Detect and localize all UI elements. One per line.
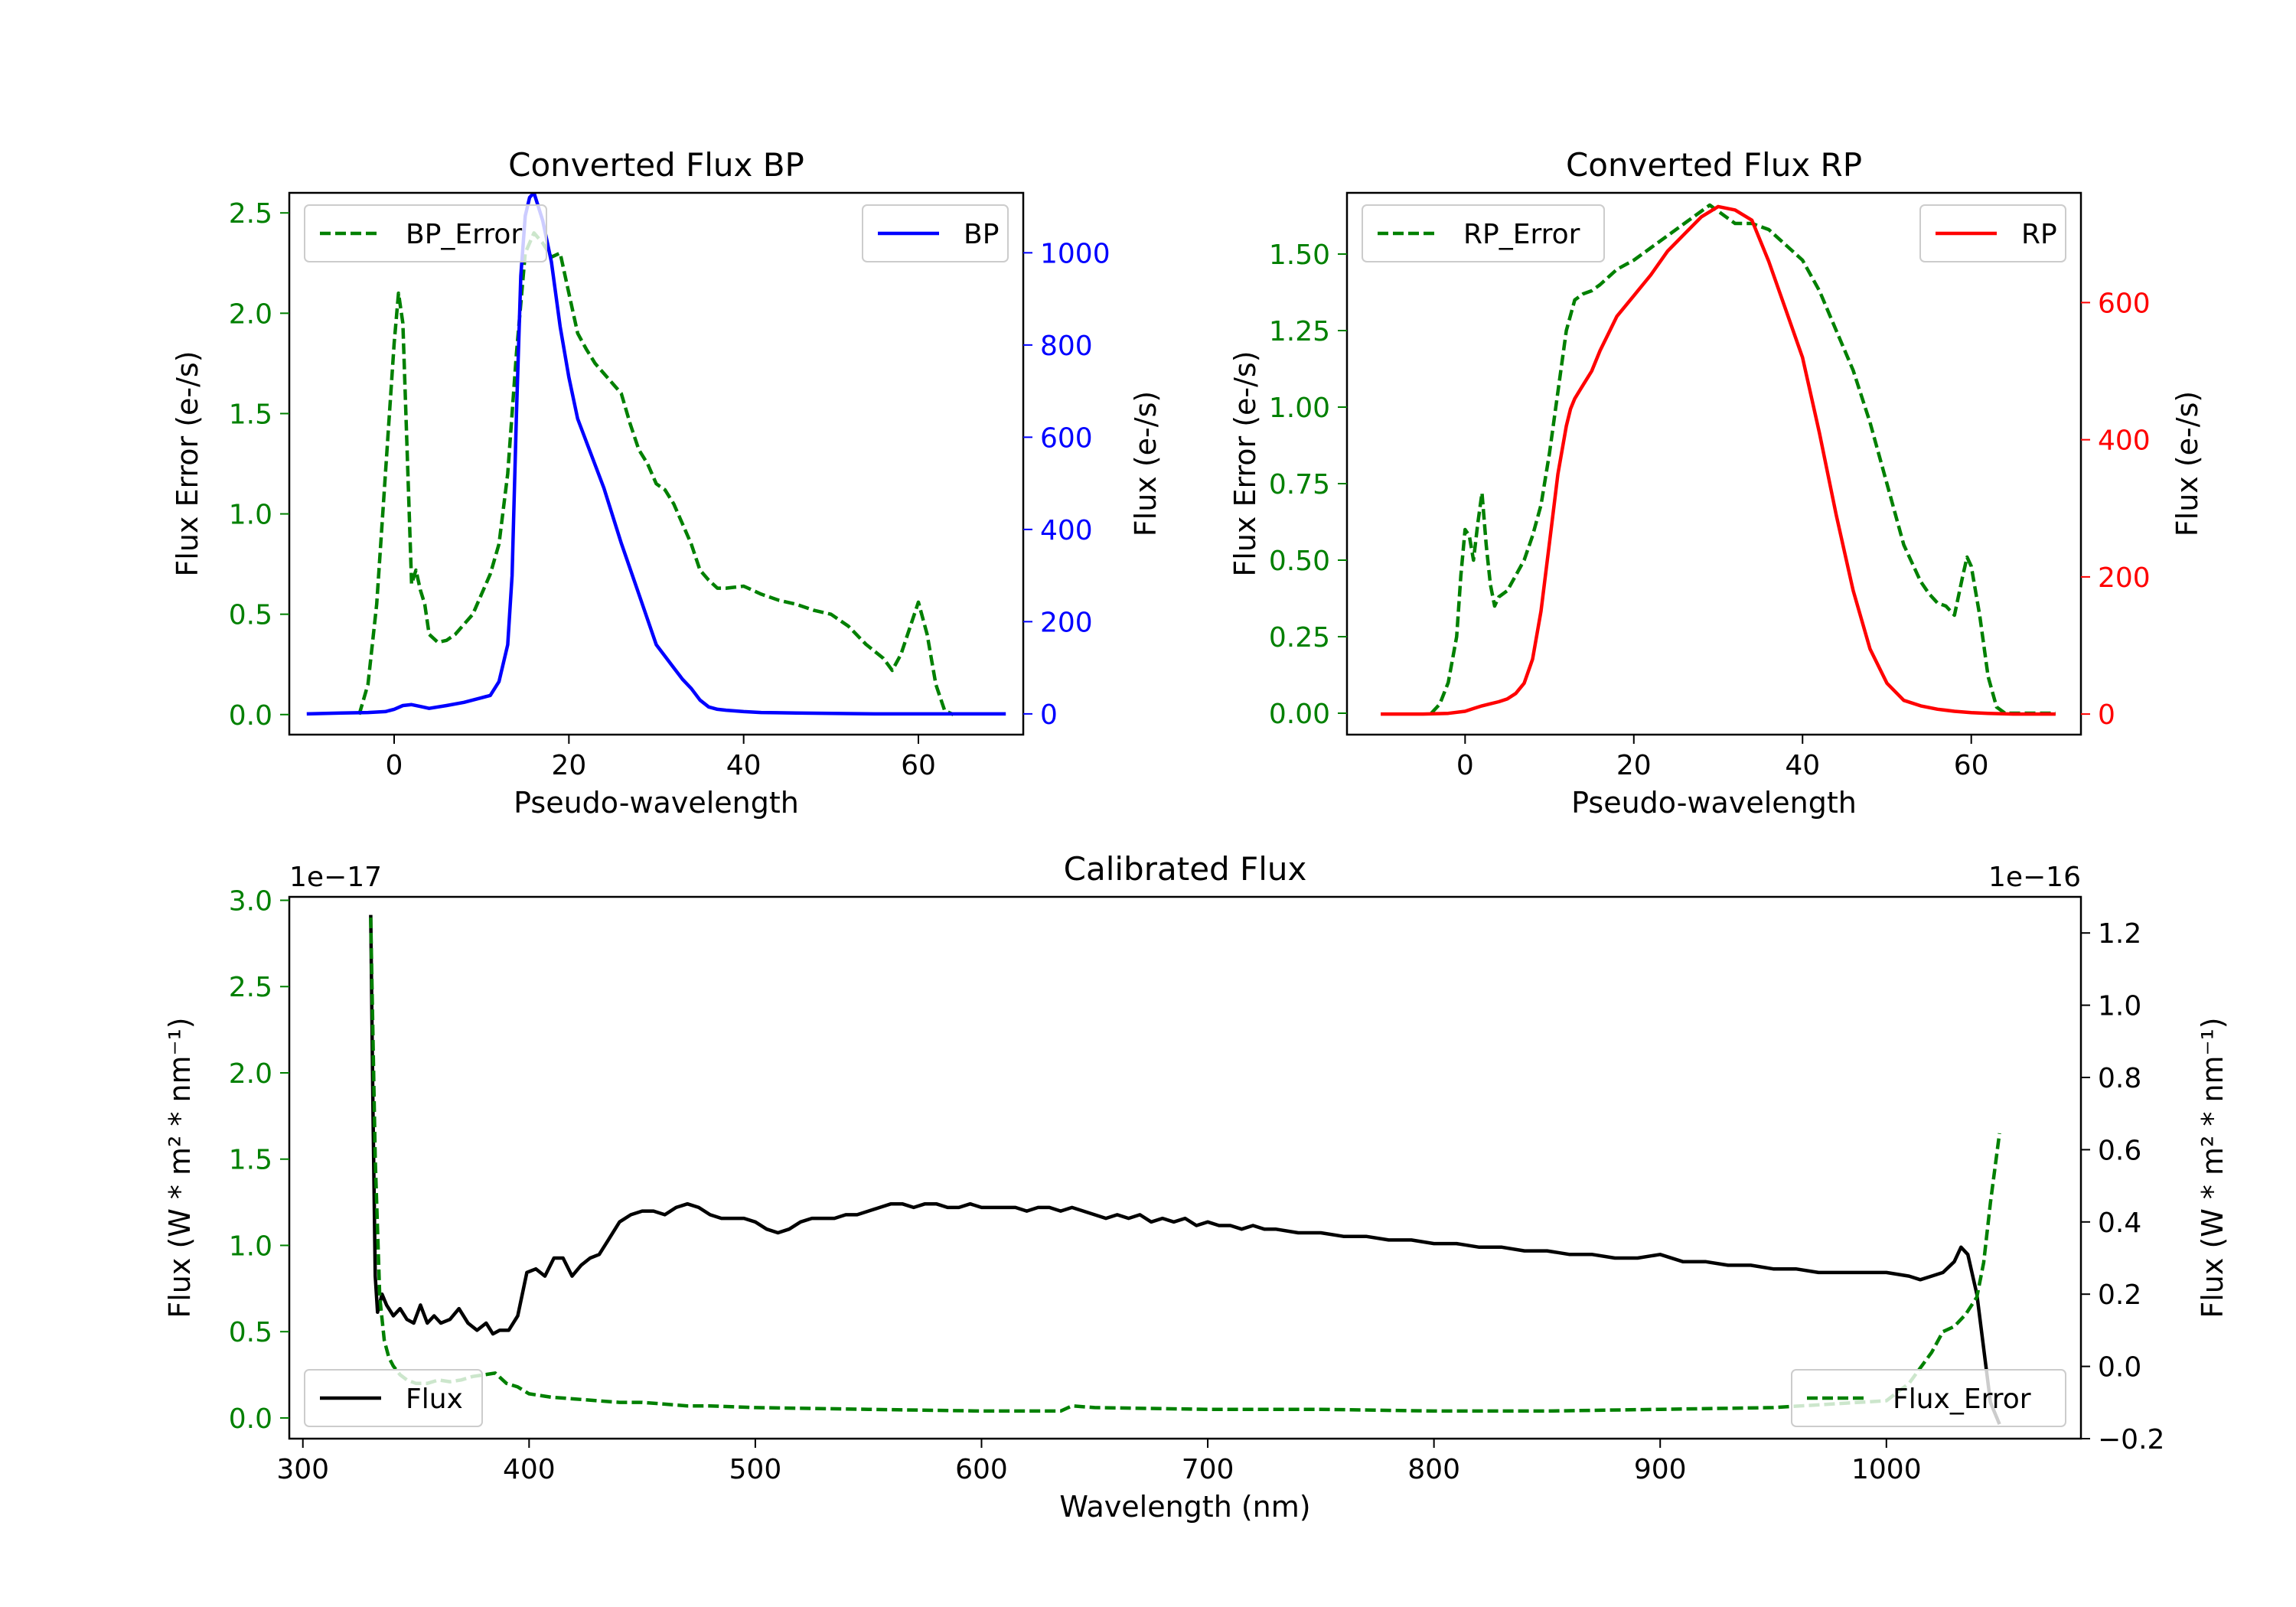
calibrated-x-tick-label: 500: [729, 1454, 782, 1485]
calibrated-x-tick-label: 700: [1182, 1454, 1234, 1485]
bp-y-right-tick-label: 600: [1040, 422, 1093, 454]
rp-x-tick-label: 60: [1954, 750, 1989, 781]
bp-x-tick-label: 0: [386, 750, 403, 781]
calibrated-y-left-tick-label: 2.0: [229, 1058, 272, 1090]
calibrated-y-left-axis-label: Flux (W * m² * nm⁻¹): [163, 1017, 197, 1318]
rp-series-rp-line: [1381, 204, 2056, 716]
bp-y-right-tick-label: 800: [1040, 331, 1093, 362]
rp-y-left-axis-label: Flux Error (e-/s): [1228, 350, 1262, 576]
rp-y-left-tick-label: 1.00: [1269, 393, 1330, 424]
rp-y-left-tick-label: 0.50: [1269, 546, 1330, 577]
bp-x-tick-label: 20: [551, 750, 586, 781]
bp-series-bp-error-line: [357, 231, 954, 716]
rp-y-right-tick-label: 0: [2098, 699, 2115, 731]
bp-y-left-tick-label: 1.0: [229, 500, 272, 531]
calibrated-axes-frame: [288, 895, 2082, 1440]
calibrated-x-tick-label: 400: [503, 1454, 556, 1485]
calibrated-x-tick-label: 600: [955, 1454, 1008, 1485]
rp-legend-left: RP_Error: [1362, 204, 1605, 262]
calibrated-legend-box: [304, 1369, 483, 1427]
rp-title: Converted Flux RP: [1566, 146, 1862, 184]
calibrated-x-tick-label: 900: [1634, 1454, 1687, 1485]
calibrated-x-axis-label: Wavelength (nm): [1059, 1490, 1310, 1524]
rp-y-left-tick-label: 0.25: [1269, 622, 1330, 654]
calibrated-y-right-tick-label: 0.0: [2098, 1352, 2141, 1384]
rp-legend-label: RP: [2021, 219, 2057, 250]
rp-y-right-tick-label: 400: [2098, 425, 2151, 457]
calibrated-y-left-tick-label: 2.5: [229, 972, 272, 1003]
rp-y-right-tick-label: 200: [2098, 562, 2151, 594]
calibrated-legend-left: Flux: [304, 1369, 483, 1427]
calibrated-offset-right: 1e−16: [1988, 862, 2081, 893]
bp-x-tick-label: 60: [901, 750, 936, 781]
calibrated-x-tick-label: 300: [276, 1454, 329, 1485]
calibrated-offset-left: 1e−17: [289, 862, 382, 893]
calibrated-y-right-tick-label: 1.0: [2098, 991, 2141, 1022]
rp-y-left-tick-label: 1.25: [1269, 316, 1330, 347]
bp-y-left-tick-label: 2.5: [229, 198, 272, 230]
calibrated-y-right-tick-label: 0.6: [2098, 1135, 2141, 1166]
bp-title: Converted Flux BP: [508, 146, 804, 184]
calibrated-y-right-tick-label: −0.2: [2098, 1424, 2164, 1455]
calibrated-legend-box: [1791, 1369, 2066, 1427]
bp-y-right-tick-label: 200: [1040, 607, 1093, 638]
bp-legend-right: BP: [862, 204, 1009, 262]
calibrated-y-left-tick-label: 0.5: [229, 1317, 272, 1348]
rp-legend-box: [1362, 204, 1605, 262]
calibrated-legend-label: Flux_Error: [1893, 1384, 2031, 1415]
bp-series-bp-line: [306, 193, 1006, 716]
calibrated-y-right-tick-label: 0.4: [2098, 1208, 2141, 1239]
calibrated-y-left-tick-label: 1.0: [229, 1231, 272, 1262]
calibrated-x-tick-label: 800: [1407, 1454, 1460, 1485]
rp-x-axis-label: Pseudo-wavelength: [1571, 786, 1857, 820]
rp-y-left-tick-label: 0.00: [1269, 699, 1330, 730]
calibrated-y-left-tick-label: 0.0: [229, 1403, 272, 1435]
bp-y-right-tick-label: 400: [1040, 515, 1093, 546]
bp-legend-label: BP: [964, 219, 999, 250]
rp-series-rp-error-line: [1430, 203, 2056, 715]
bp-x-tick-label: 40: [726, 750, 762, 781]
calibrated-series-flux-error-line: [369, 918, 2001, 1413]
bp-y-left-axis-label: Flux Error (e-/s): [171, 350, 204, 576]
bp-y-right-tick-label: 1000: [1040, 238, 1110, 269]
calibrated-title: Calibrated Flux: [1064, 850, 1307, 888]
calibrated-y-right-tick-label: 1.2: [2098, 918, 2141, 950]
rp-y-left-tick-label: 1.50: [1269, 240, 1330, 271]
bp-y-left-tick-label: 0.5: [229, 600, 272, 631]
bp-legend-left: BP_Error: [304, 204, 547, 262]
bp-panel: 0 20 40 60 0.0 0.5 1.0 1.5 2.0 2.5 0 200 400 600 800 10…: [171, 146, 1163, 820]
calibrated-series-flux-line: [369, 914, 2001, 1425]
bp-y-right-tick-label: 0: [1040, 699, 1058, 731]
calibrated-panel: 300 400 500 600 700 800 900 1000 0.0 0.5 1.0 1.5 2.0…: [163, 850, 2229, 1524]
rp-x-tick-label: 40: [1785, 750, 1820, 781]
bp-axes-frame: [288, 191, 1025, 736]
bp-y-left-tick-label: 1.5: [229, 399, 272, 430]
calibrated-y-left-tick-label: 1.5: [229, 1145, 272, 1176]
rp-panel: 0 20 40 60 0.00 0.25 0.50 0.75 1.00 1.25 1.50 0 200 4…: [1228, 146, 2204, 820]
rp-legend-right: RP: [1919, 204, 2066, 262]
calibrated-y-right-axis-label: Flux (W * m² * nm⁻¹): [2196, 1017, 2229, 1318]
calibrated-x-tick-label: 1000: [1851, 1454, 1922, 1485]
rp-x-tick-label: 0: [1456, 750, 1474, 781]
bp-legend-box: [304, 204, 547, 262]
rp-y-right-axis-label: Flux (e-/s): [2170, 391, 2204, 536]
calibrated-legend-right: Flux_Error: [1791, 1369, 2066, 1427]
bp-y-left-tick-label: 0.0: [229, 700, 272, 732]
calibrated-y-left-tick-label: 3.0: [229, 886, 272, 918]
bp-y-left-tick-label: 2.0: [229, 298, 272, 330]
rp-x-tick-label: 20: [1616, 750, 1652, 781]
rp-axes-frame: [1345, 191, 2082, 736]
rp-y-left-tick-label: 0.75: [1269, 469, 1330, 500]
calibrated-y-right-tick-label: 0.2: [2098, 1279, 2141, 1311]
bp-x-axis-label: Pseudo-wavelength: [514, 786, 799, 820]
rp-legend-label: RP_Error: [1463, 219, 1580, 250]
rp-y-right-tick-label: 600: [2098, 288, 2151, 319]
calibrated-y-right-tick-label: 0.8: [2098, 1063, 2141, 1094]
calibrated-legend-label: Flux: [406, 1384, 463, 1415]
bp-legend-label: BP_Error: [406, 219, 522, 250]
bp-y-right-axis-label: Flux (e-/s): [1129, 391, 1163, 536]
